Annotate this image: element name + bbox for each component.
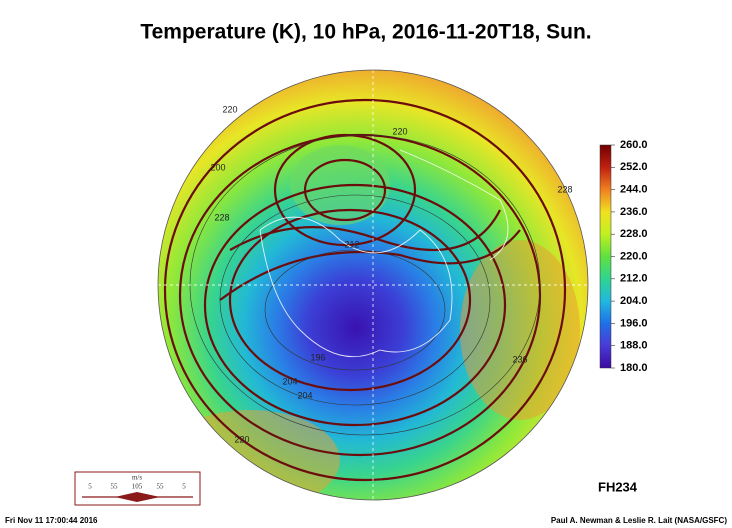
wind-legend: m/s 5 55 105 55 5 (74, 471, 201, 506)
wind-speed-label: 55 (111, 483, 119, 491)
title: Temperature (K), 10 hPa, 2016-11-20T18, … (140, 21, 591, 44)
contour-label: 228 (214, 212, 229, 222)
wind-speed-label: 5 (182, 483, 186, 491)
colorbar-label: 212.0 (620, 273, 648, 285)
colorbar-label: 252.0 (620, 161, 648, 173)
contour-label: 236 (512, 354, 527, 364)
contour-label: 228 (557, 184, 572, 194)
colorbar-gradient (599, 144, 612, 369)
contour-label: 196 (310, 352, 325, 362)
contour-label: 200 (210, 162, 225, 172)
wind-speed-label: 55 (157, 483, 165, 491)
colorbar-label: 180.0 (620, 362, 648, 374)
footer-right: Paul A. Newman & Leslie R. Lait (NASA/GS… (551, 516, 728, 525)
footer-left: Fri Nov 11 17:00:44 2016 (5, 516, 98, 525)
contour-label: 204 (297, 390, 312, 400)
colorbar-label: 244.0 (620, 184, 648, 196)
warm-region (460, 240, 580, 420)
map-border (157, 69, 589, 501)
contour-label: 220 (234, 434, 249, 444)
temperature-map: 220 200 228 220 212 196 204 236 228 204 220 (157, 69, 589, 501)
wind-speed-label: 105 (132, 483, 143, 491)
wind-arrow-body (115, 492, 160, 502)
wind-unit: m/s (132, 474, 142, 482)
contour-label: 220 (222, 104, 237, 114)
wind-speed-label: 5 (88, 483, 92, 491)
contour-label: 220 (392, 126, 407, 136)
contour-label: 204 (282, 376, 297, 386)
forecast-hour: FH234 (598, 479, 638, 494)
colorbar-label: 236.0 (620, 206, 648, 218)
colorbar-label: 204.0 (620, 295, 648, 307)
contour-label: 212 (344, 239, 359, 249)
colorbar-label: 260.0 (620, 139, 648, 151)
colorbar-label: 220.0 (620, 250, 648, 262)
coastlines (158, 70, 588, 500)
colorbar-label: 188.0 (620, 340, 648, 352)
colorbar: 180.0 188.0 196.0 204.0 212.0 220.0 228.0 236.0… (599, 139, 648, 374)
colorbar-label: 196.0 (620, 317, 648, 329)
colorbar-label: 228.0 (620, 228, 648, 240)
